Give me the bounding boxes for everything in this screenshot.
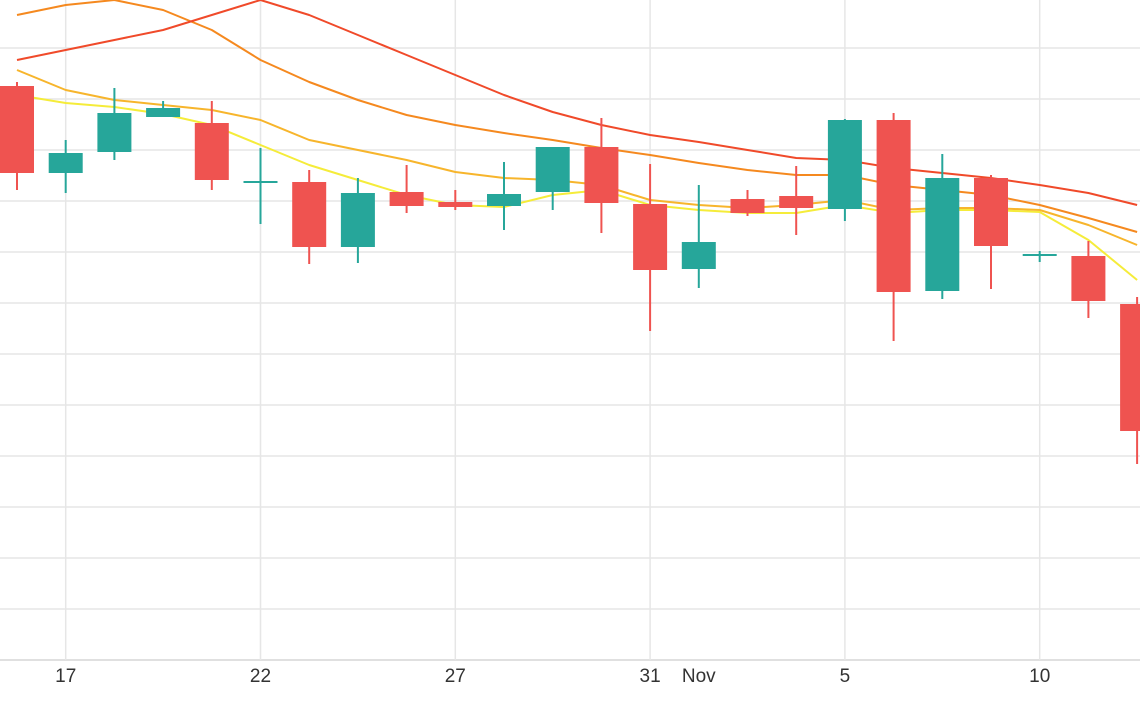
candle-body: [487, 194, 521, 206]
moving-average-line: [16, 0, 1138, 233]
x-tick-label: 31: [640, 666, 661, 687]
candle-body: [535, 147, 570, 192]
candle-body: [389, 192, 424, 206]
candle-body: [340, 193, 375, 247]
candle-body: [0, 86, 34, 173]
x-tick-label: 27: [445, 666, 466, 687]
candle-body: [1120, 304, 1140, 431]
candle-body: [876, 120, 911, 292]
candle-body: [97, 113, 132, 152]
candle-body: [292, 182, 327, 247]
candles: [0, 82, 1140, 464]
candle-body: [146, 108, 181, 117]
candle-body: [730, 199, 765, 213]
x-tick-label: 22: [250, 666, 271, 687]
x-tick-label: 17: [55, 666, 76, 687]
moving-average-line: [16, 69, 1138, 246]
candle-body: [925, 178, 960, 291]
candle-body: [1071, 256, 1106, 301]
moving-average-line: [16, 0, 1138, 206]
candle-body: [827, 120, 862, 209]
candle-body: [779, 196, 814, 208]
candle-body: [194, 123, 229, 180]
grid: [0, 0, 1140, 661]
candle-body: [243, 181, 278, 183]
candle-body: [1022, 254, 1057, 256]
x-tick-label: 10: [1029, 666, 1050, 687]
candle-body: [974, 178, 1008, 246]
candle-body: [681, 242, 716, 269]
candle-body: [633, 204, 668, 270]
x-tick-label: 5: [840, 666, 851, 687]
candle-body: [438, 202, 473, 207]
x-tick-label: Nov: [682, 666, 716, 687]
moving-averages: [16, 0, 1138, 281]
candle-body: [584, 147, 619, 203]
candle-body: [48, 153, 83, 173]
x-axis: 17 22 27 31 Nov 5 10: [55, 666, 1050, 687]
